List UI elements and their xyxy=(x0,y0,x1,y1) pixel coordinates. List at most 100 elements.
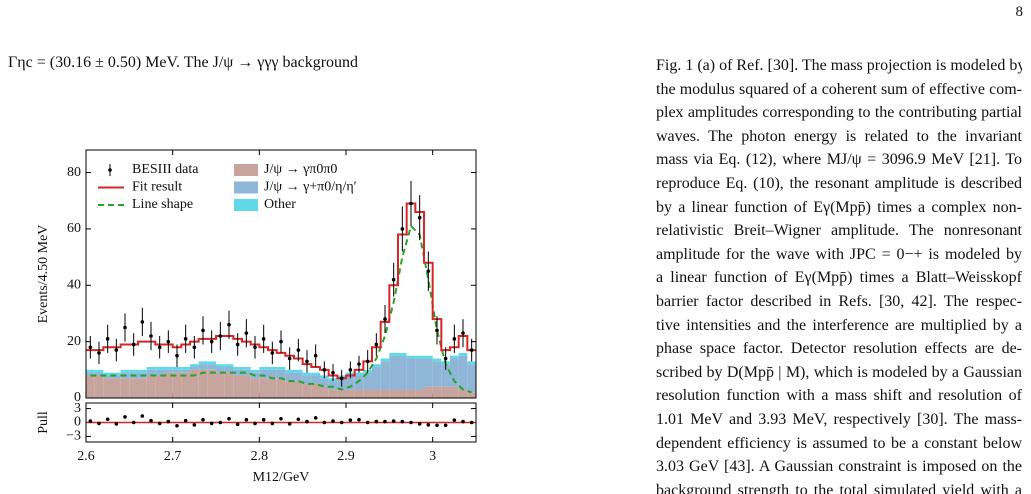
stack-bar xyxy=(354,389,364,398)
stack-bar xyxy=(112,378,121,398)
stack-bar xyxy=(242,367,251,370)
data-point xyxy=(426,269,431,273)
data-point xyxy=(227,322,231,327)
pull-point xyxy=(97,421,101,426)
data-point xyxy=(166,339,171,344)
stack-bar xyxy=(224,367,234,373)
stack-bar xyxy=(294,372,303,382)
stack-bar xyxy=(164,372,173,398)
pull-point xyxy=(105,417,110,422)
stack-bar xyxy=(441,386,450,398)
data-point xyxy=(391,277,396,282)
pull-point xyxy=(253,421,257,426)
text-line: amplitude for the wave with JPC = 0−+ is… xyxy=(656,245,1022,263)
lineshape-line xyxy=(90,224,472,394)
pull-point xyxy=(123,415,127,419)
stack-bar xyxy=(328,389,338,398)
text-line: waves. The photon energy is related to t… xyxy=(656,127,1022,145)
data-point xyxy=(313,353,318,358)
stack-bar xyxy=(146,375,156,398)
text-line: relativistic Breit–Wigner amplitude. The… xyxy=(656,222,1022,240)
stack-bar xyxy=(216,364,225,367)
pull-point xyxy=(409,420,413,425)
stack-bar xyxy=(320,386,329,398)
pull-point xyxy=(365,420,370,425)
pull-point xyxy=(88,419,93,423)
legend-swatch xyxy=(234,164,258,176)
data-point xyxy=(261,337,266,341)
stack-bar xyxy=(320,378,329,387)
stack-bar xyxy=(207,364,216,370)
stack-bar xyxy=(406,355,416,359)
stack-bar xyxy=(216,372,225,398)
data-point xyxy=(218,334,223,338)
y-tick-label: 40 xyxy=(67,277,81,292)
legend-label: Other xyxy=(264,197,296,212)
stack-bar xyxy=(432,361,442,387)
stack-bar xyxy=(467,361,476,365)
data-point xyxy=(400,227,405,231)
data-point xyxy=(383,317,387,321)
stack-bar xyxy=(268,367,277,370)
stack-bar xyxy=(164,367,173,370)
stack-bar xyxy=(380,358,390,362)
stack-bar xyxy=(311,375,320,384)
stack-bar xyxy=(155,369,164,376)
stack-bar xyxy=(432,386,442,398)
stack-bar xyxy=(424,358,433,387)
pull-point xyxy=(339,420,344,425)
data-point xyxy=(469,348,474,352)
plot-frame xyxy=(85,402,477,443)
y-tick-label: 3 xyxy=(74,401,81,416)
stack-bar xyxy=(450,355,459,359)
stack-bar xyxy=(94,375,104,398)
stack-bar xyxy=(112,372,121,376)
stack-bar xyxy=(233,375,242,398)
data-point xyxy=(105,337,110,341)
stack-bar xyxy=(198,364,208,370)
data-point xyxy=(331,370,335,375)
stack-bar xyxy=(86,375,95,398)
stack-bar xyxy=(172,369,182,373)
data-point xyxy=(443,356,448,361)
text-line: dependent efficiency is assumed to be a … xyxy=(656,434,1022,452)
stack-bar xyxy=(276,367,286,370)
data-point xyxy=(461,331,465,335)
stack-bar xyxy=(294,381,303,398)
data-point xyxy=(296,348,301,352)
pull-point xyxy=(426,423,431,427)
stack-bar xyxy=(181,372,190,398)
stack-bar xyxy=(458,389,468,398)
stack-bar xyxy=(259,369,268,379)
pull-point xyxy=(469,420,474,425)
y-tick-label: 60 xyxy=(67,221,81,236)
stack-bar xyxy=(216,367,225,373)
stack-bar xyxy=(276,369,286,379)
stack-bar xyxy=(103,372,112,376)
pull-point xyxy=(305,419,309,424)
stack-bar xyxy=(285,381,294,398)
stack-bar xyxy=(198,361,208,365)
data-point xyxy=(279,339,283,344)
stack-bar xyxy=(198,369,208,398)
stack-bar xyxy=(120,378,130,398)
data-point xyxy=(452,337,457,341)
legend-label: Fit result xyxy=(132,180,182,195)
data-point xyxy=(192,345,197,350)
data-point xyxy=(339,376,344,381)
stack-bar xyxy=(424,355,433,359)
pull-point xyxy=(227,416,231,421)
stack-bar xyxy=(363,389,372,398)
pull-point xyxy=(287,422,292,426)
data-point xyxy=(235,342,240,347)
stack-bar xyxy=(441,364,450,387)
stack-bar xyxy=(172,367,182,370)
pull-point xyxy=(261,417,266,422)
y-tick-label: 0 xyxy=(74,390,81,405)
legend-label: J/ψ → γ+π0/η/η′ xyxy=(264,180,357,195)
stack-bar xyxy=(146,369,156,376)
stack-bar xyxy=(259,378,268,398)
data-point xyxy=(209,339,214,344)
text-line: mass via Eq. (12), where MJ/ψ = 3096.9 M… xyxy=(656,151,1022,169)
x-tick-label: 3 xyxy=(429,449,436,464)
